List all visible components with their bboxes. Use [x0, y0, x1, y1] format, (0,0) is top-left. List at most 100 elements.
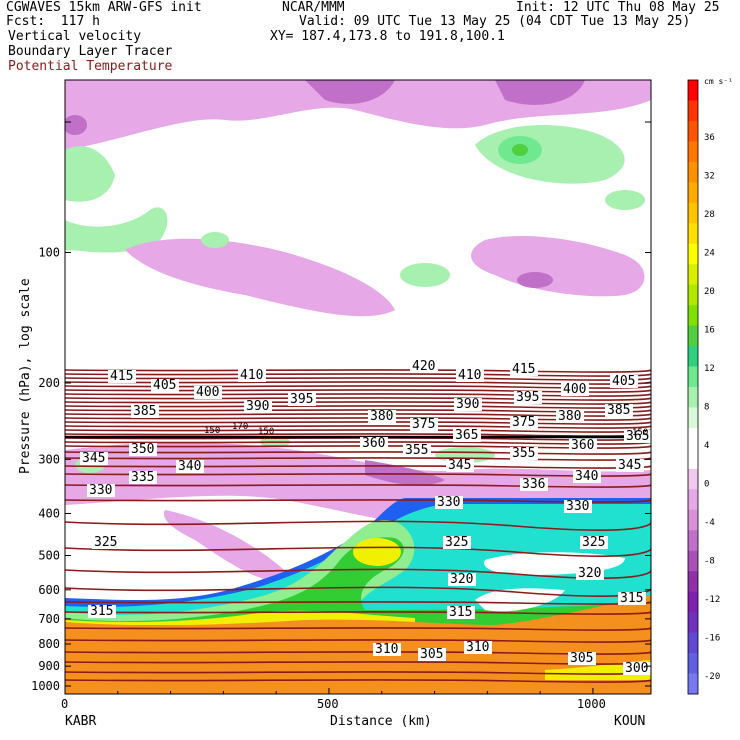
xy-coordinates: XY= 187.4,173.8 to 191.8,100.1	[270, 29, 505, 44]
colorbar-tick-label: 0	[704, 480, 709, 490]
theta-label: 360	[571, 438, 594, 453]
theta-label: 385	[607, 403, 630, 418]
theta-label: 345	[448, 458, 471, 473]
vv-lavender-patch	[125, 238, 395, 317]
colorbar-swatch	[688, 673, 698, 695]
vv-purple-patch	[495, 80, 585, 105]
y-tick-label: 800	[38, 637, 60, 651]
colorbar-swatch	[688, 468, 698, 490]
vv-purple-patch	[65, 115, 87, 135]
theta-label: 405	[153, 378, 176, 393]
colorbar-unit: cm s⁻¹	[704, 77, 733, 86]
theta-label-bg	[238, 369, 266, 382]
tracer-yellow-core	[353, 538, 401, 566]
theta-label-bg	[456, 369, 484, 382]
theta-contour-line	[65, 520, 651, 531]
theta-label-bg	[616, 459, 644, 472]
colorbar-swatch	[688, 264, 698, 286]
y-tick-label: 700	[38, 612, 60, 626]
theta-label-bg	[624, 430, 651, 443]
x-ticks: 0 500 1000	[61, 688, 606, 711]
colorbar-swatch	[688, 448, 698, 470]
colorbar-tick-label: 28	[704, 210, 715, 220]
theta-label-bg	[435, 496, 463, 509]
theta-label: 325	[445, 535, 468, 550]
theta-label-bg	[573, 470, 601, 483]
theta-label-bg	[556, 410, 584, 423]
theta-label-bg	[92, 536, 120, 549]
theta-label: 315	[90, 604, 113, 619]
theta-label: 336	[522, 477, 545, 492]
colorbar-tick-label: 12	[704, 364, 715, 374]
theta-label-bg	[447, 606, 475, 619]
colorbar-tick-label: -8	[704, 557, 715, 567]
forecast-hour: Fcst: 117 h	[6, 14, 100, 29]
theta-contour-line	[65, 377, 651, 381]
colorbar-tick-label: -16	[704, 634, 720, 644]
colorbar-swatch	[688, 530, 698, 552]
theta-label: 385	[133, 404, 156, 419]
colorbar-tick-label: -4	[704, 518, 715, 528]
theta-label-bg	[360, 437, 388, 450]
colorbar-tick-label: 36	[704, 133, 715, 143]
vv-green-patch	[512, 144, 528, 156]
theta-contour-line	[65, 369, 651, 373]
theta-label-bg	[580, 536, 608, 549]
vv-green-patch	[201, 232, 229, 248]
left-station: KABR	[65, 714, 96, 729]
theta-label: 415	[110, 369, 133, 384]
colorbar-swatch	[688, 612, 698, 634]
valid-time: Valid: 09 UTC Tue 13 May 25 (04 CDT Tue …	[299, 14, 691, 29]
theta-label: 345	[82, 451, 105, 466]
theta-label-bg	[564, 500, 592, 513]
theta-label-bg	[368, 410, 396, 423]
colorbar-swatch	[688, 653, 698, 675]
theta-label-bg	[88, 605, 116, 618]
theta-label-bg	[514, 391, 542, 404]
theta-label-bg	[108, 370, 136, 383]
y-tick-label: 600	[38, 583, 60, 597]
theta-contour-line	[65, 405, 651, 409]
colorbar-tick-label: 16	[704, 326, 715, 336]
y-tick-label: 300	[38, 452, 60, 466]
colorbar-swatch	[688, 632, 698, 654]
colorbar-swatch	[688, 550, 698, 572]
theta-label-bg	[176, 460, 204, 473]
x-tick-label: 1000	[577, 697, 606, 711]
plot-fills: 415 410 420 410 415 405 405 400 400 395 395 390 390 3…	[65, 80, 651, 694]
theta-label-bg	[418, 648, 446, 661]
theta-label: 305	[570, 651, 593, 666]
theta-label: 380	[558, 409, 581, 424]
y-tick-label: 500	[38, 549, 60, 563]
colorbar-swatch	[688, 346, 698, 368]
theta-label-bg	[453, 429, 481, 442]
vv-green-patch	[65, 207, 168, 253]
theta-label: 325	[582, 535, 605, 550]
theta-label-bg	[510, 363, 538, 376]
tracer-labels: 150 170 150 150	[204, 422, 648, 438]
theta-contour-line	[65, 425, 651, 429]
theta-contour-line	[65, 473, 651, 477]
theta-label: 390	[456, 397, 479, 412]
theta-label-bg	[568, 652, 596, 665]
theta-label-bg	[605, 404, 633, 417]
colorbar-tick-label: 4	[704, 441, 709, 451]
theta-contour-line	[65, 393, 651, 397]
theta-contour-line	[65, 429, 651, 433]
theta-label-bg	[373, 643, 401, 656]
colorbar-swatch	[688, 591, 698, 613]
theta-label-bg	[510, 416, 538, 429]
theta-contour-line	[65, 484, 651, 488]
theta-contour-line	[65, 409, 651, 413]
theta-label: 300	[625, 661, 648, 676]
theta-label: 315	[620, 591, 643, 606]
colorbar-tick-label: 20	[704, 287, 715, 297]
theta-contour-line	[65, 611, 651, 615]
theta-label: 335	[131, 470, 154, 485]
field-boundary-layer-tracer: Boundary Layer Tracer	[8, 44, 173, 59]
theta-label: 310	[466, 640, 489, 655]
theta-label-bg	[446, 459, 474, 472]
colorbar-swatch	[688, 182, 698, 204]
theta-label-bg	[448, 573, 476, 586]
theta-contour-line	[65, 417, 651, 421]
